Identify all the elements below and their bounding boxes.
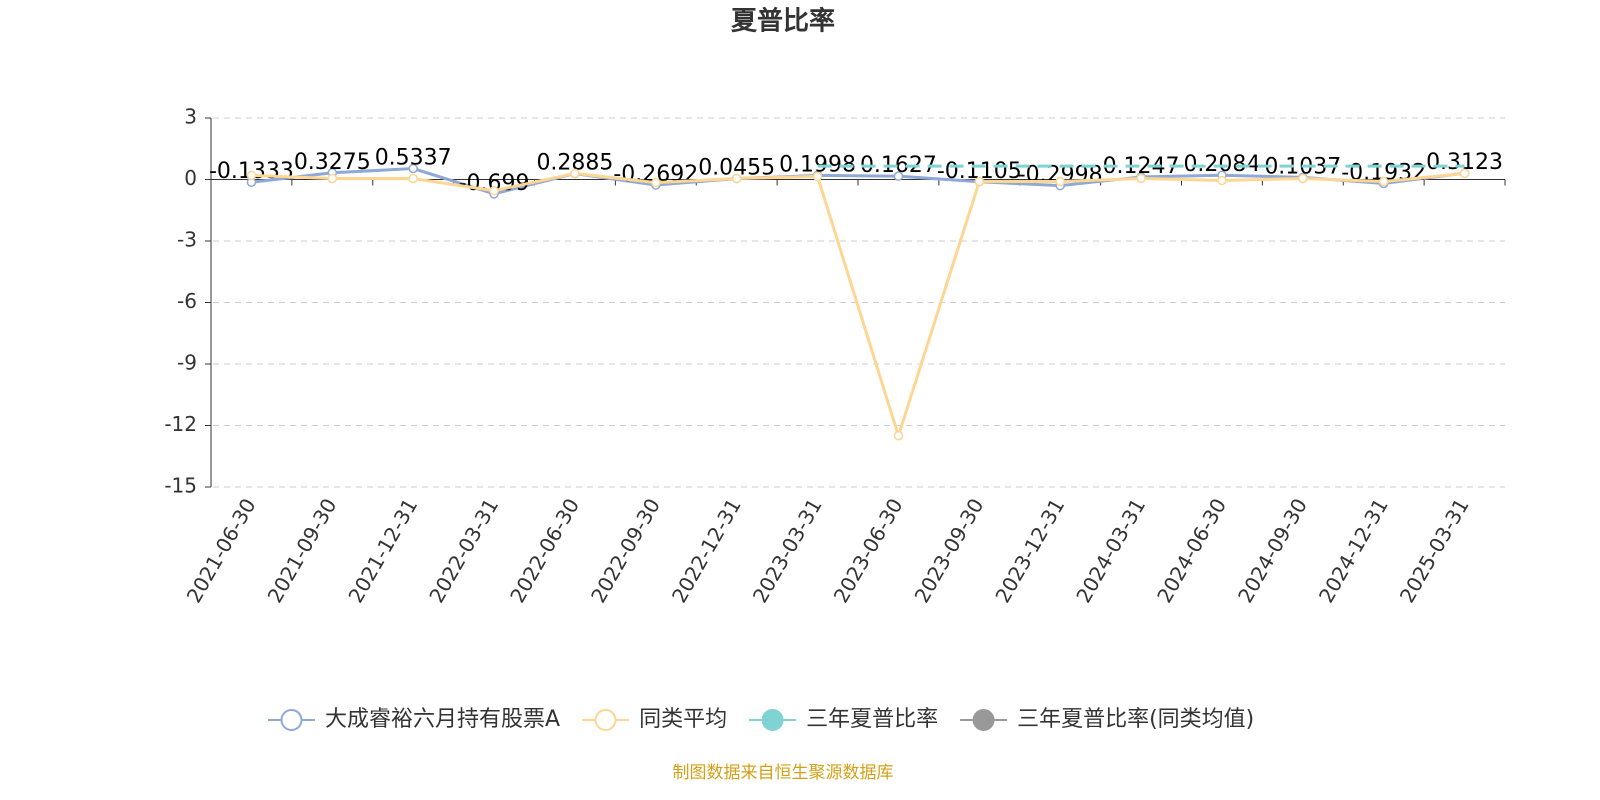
source-note: 制图数据来自恒生聚源数据库 [673,763,894,783]
x-tick-label: 2021-09-30 [263,494,342,607]
legend-marker [280,709,303,731]
y-tick-label: -3 [177,228,197,252]
point [327,173,338,184]
x-tick-label: 2025-03-31 [1395,494,1474,607]
point [489,186,499,196]
x-tick-label: 2024-09-30 [1233,494,1312,607]
x-tick-label: 2023-09-30 [910,494,989,607]
x-tick-label: 2021-06-30 [182,494,261,607]
point [1378,176,1389,187]
point [893,171,904,181]
y-tick-label: 3 [184,105,197,129]
series-line [251,167,1465,196]
legend-marker [761,709,784,731]
x-tick-label: 2022-12-31 [667,494,746,607]
x-tick-label: 2024-12-31 [1314,494,1393,607]
x-tick-label: 2022-06-30 [505,494,584,607]
y-tick-label: -15 [164,474,197,498]
point [246,170,257,181]
point [408,173,418,184]
data-label: 0.3275 [294,150,371,175]
legend-marker [972,709,995,731]
x-tick-label: 2021-12-31 [343,494,422,607]
x-tick-label: 2024-03-31 [1071,494,1150,607]
legend-label: 三年夏普比率 [806,707,938,732]
point [731,173,742,184]
point [651,177,661,188]
point [1136,173,1146,184]
series-line [251,171,1465,441]
x-tick-label: 2022-03-31 [424,494,503,607]
point [812,171,823,182]
y-tick-label: -12 [164,412,197,436]
y-tick-label: -6 [177,289,197,313]
legend-label: 大成睿裕六月持有股票A [325,707,560,732]
data-label: 0.5337 [375,146,452,171]
y-tick-label: 0 [184,166,197,190]
legend-label: 三年夏普比率(同类均值) [1017,707,1254,732]
legend-marker [594,709,617,731]
x-tick-label: 2022-09-30 [586,494,665,607]
point [408,163,418,174]
point [893,431,904,441]
y-tick-label: -9 [177,351,197,375]
point [570,168,580,179]
legend-label: 同类平均 [639,707,727,732]
point [1055,176,1065,187]
x-tick-label: 2024-06-30 [1152,494,1231,607]
x-tick-label: 2023-12-31 [990,494,1069,607]
x-tick-label: 2023-06-30 [829,494,908,607]
chart-title: 夏普比率 [731,6,835,37]
point [1459,168,1470,179]
point [1217,175,1227,186]
x-tick-label: 2023-03-31 [748,494,827,607]
point [1298,173,1308,184]
point [974,176,985,187]
